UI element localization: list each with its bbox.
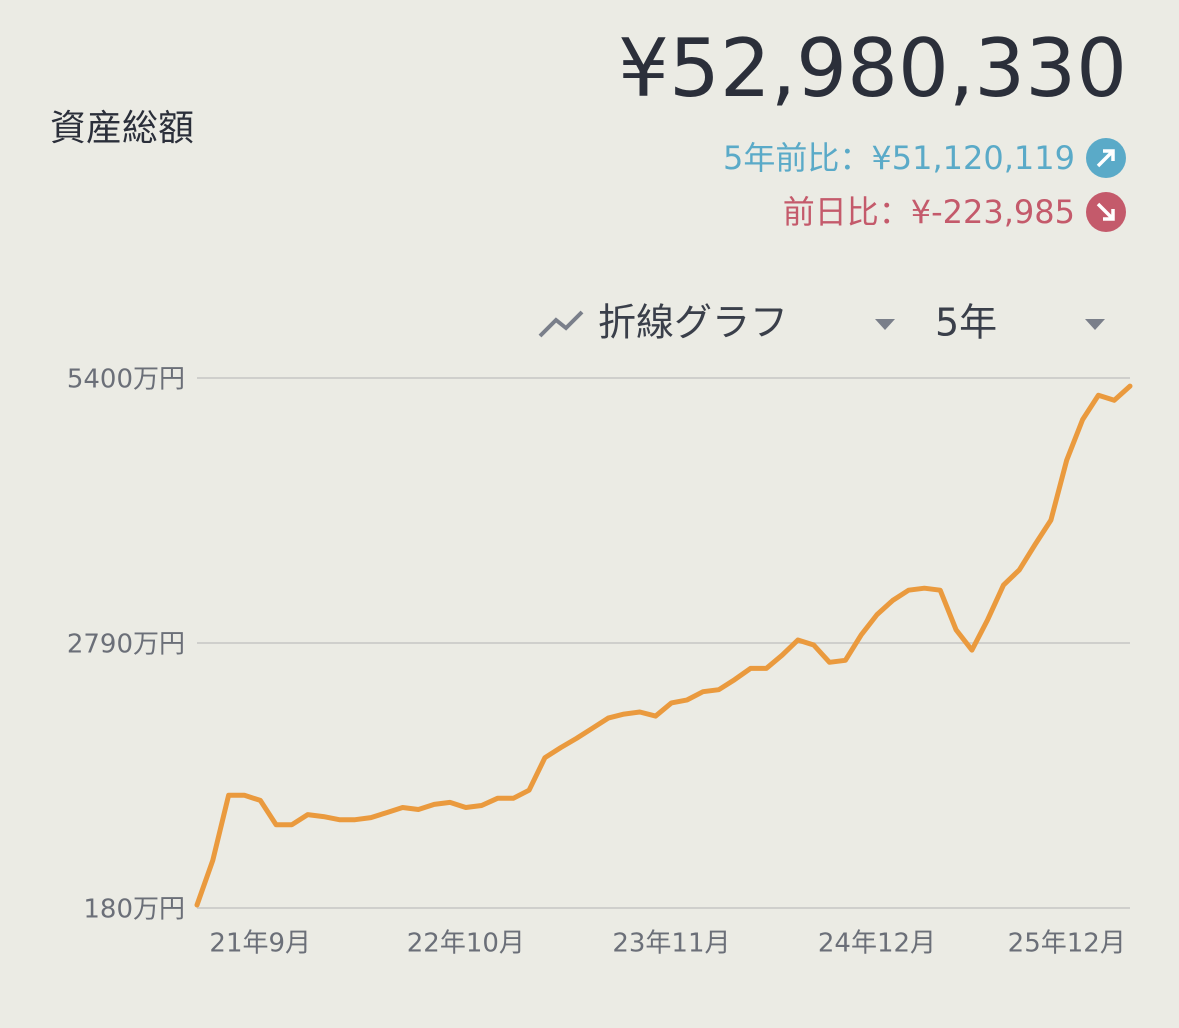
y-tick-label: 180万円 <box>83 895 185 925</box>
title: 資産総額 <box>50 108 194 149</box>
total: ¥52,980,330 <box>618 22 1127 115</box>
dropdown-arrow <box>1085 319 1105 330</box>
change-1d: 前日比：¥-223,985 <box>783 193 1075 231</box>
line-icon <box>538 310 584 338</box>
period-dropdown[interactable]: 5年 <box>935 301 1105 345</box>
x-tick-label: 25年12月 <box>1008 929 1126 959</box>
y-tick-label: 2790万円 <box>67 630 185 660</box>
period[interactable]: 5年 <box>935 301 997 345</box>
chart-type[interactable]: 折線グラフ <box>598 301 788 345</box>
plot: 180万円 2790万円 5400万円 21年9月 22年10月 23年11月 24年12月… <box>67 365 1133 959</box>
down-icon <box>1086 192 1126 232</box>
dropdown-arrow <box>875 319 895 330</box>
x-tick-label: 21年9月 <box>209 929 311 959</box>
x-tick-label: 24年12月 <box>818 929 936 959</box>
change-5y: 5年前比：¥51,120,119 <box>723 139 1075 177</box>
up-icon <box>1086 138 1126 178</box>
line <box>194 383 1133 908</box>
chart-type-dropdown[interactable]: 折線グラフ <box>538 301 895 345</box>
x-tick-label: 23年11月 <box>612 929 730 959</box>
y-tick-label: 5400万円 <box>67 365 185 395</box>
x-tick-label: 22年10月 <box>407 929 525 959</box>
